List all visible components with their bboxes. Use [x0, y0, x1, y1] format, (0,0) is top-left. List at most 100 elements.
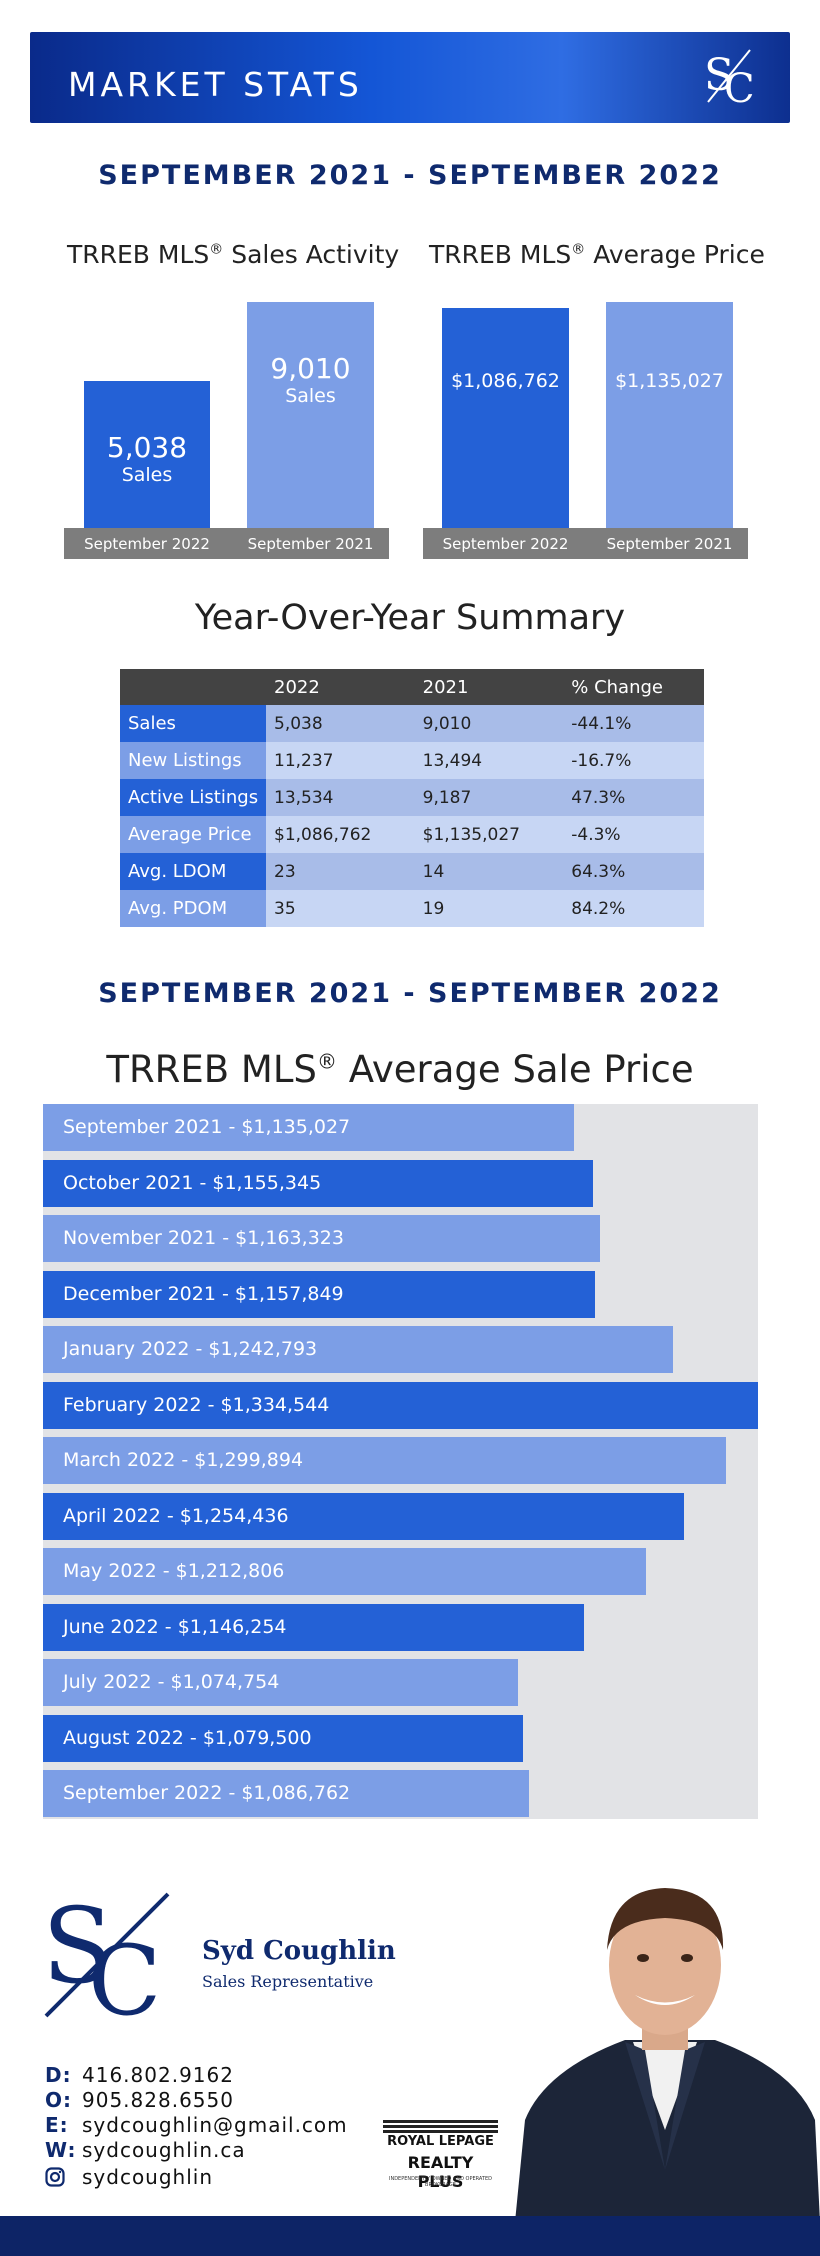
- yoy-header-row: 2022 2021 % Change: [120, 669, 704, 705]
- price-bar-2022: $1,086,762: [442, 308, 569, 528]
- cell-2021: $1,135,027: [414, 816, 564, 853]
- sc-logo-icon: S C: [704, 49, 755, 108]
- cell-2022: 35: [266, 890, 415, 927]
- cell-2022: 11,237: [266, 742, 415, 779]
- row-label: New Listings: [120, 742, 266, 779]
- contact-office-key: O:: [45, 2088, 72, 2112]
- price-axis-strip: September 2022 September 2021: [423, 528, 748, 559]
- row-label: Active Listings: [120, 779, 266, 816]
- yoy-header-change: % Change: [563, 669, 704, 705]
- brokerage-name-line1: ROYAL LEPAGE: [387, 2134, 494, 2149]
- price-bar-2022-value: $1,086,762: [451, 370, 560, 392]
- average-sale-price-title: TRREB MLS® Average Sale Price: [106, 1048, 694, 1091]
- brokerage-name-line2: REALTY PLUS: [407, 2153, 474, 2191]
- sales-bar-2021: 9,010 Sales: [247, 302, 374, 528]
- cell-change: 64.3%: [563, 853, 704, 890]
- contact-website-value[interactable]: sydcoughlin.ca: [82, 2138, 246, 2162]
- contact-email: E: sydcoughlin@gmail.com: [45, 2113, 348, 2137]
- cell-2021: 14: [414, 853, 564, 890]
- cell-change: -44.1%: [563, 705, 704, 742]
- table-row: Avg. PDOM 35 19 84.2%: [120, 890, 704, 927]
- brokerage-logo: ROYAL LEPAGE REALTY PLUS INDEPENDENTLY O…: [383, 2120, 498, 2192]
- chart-bar-3: December 2021 - $1,157,849: [43, 1270, 595, 1318]
- chart-bar-10: July 2022 - $1,074,754: [43, 1659, 518, 1706]
- row-label: Avg. LDOM: [120, 853, 266, 890]
- cell-2022: 5,038: [266, 705, 415, 742]
- instagram-icon[interactable]: [45, 2167, 65, 2187]
- chart-bar-7: April 2022 - $1,254,436: [43, 1492, 684, 1540]
- price-axis-label-2021: September 2021: [606, 535, 733, 553]
- agent-name: Syd Coughlin: [202, 1936, 396, 1966]
- chart-bar-6: March 2022 - $1,299,894: [43, 1437, 726, 1484]
- contact-office-value[interactable]: 905.828.6550: [82, 2088, 234, 2112]
- cell-2021: 9,187: [414, 779, 564, 816]
- svg-text:S: S: [42, 1890, 113, 2007]
- chart-bar-4: January 2022 - $1,242,793: [43, 1326, 673, 1373]
- contact-direct: D: 416.802.9162: [45, 2063, 234, 2087]
- table-row: Average Price $1,086,762 $1,135,027 -4.3…: [120, 816, 704, 853]
- chart-bar-2: November 2021 - $1,163,323: [43, 1215, 600, 1262]
- chart-bar-0: September 2021 - $1,135,027: [43, 1104, 574, 1151]
- yoy-title: Year-Over-Year Summary: [194, 598, 626, 638]
- chart-bar-9: June 2022 - $1,146,254: [43, 1603, 584, 1651]
- sales-bar-2021-unit: Sales: [285, 385, 336, 407]
- sales-bar-2022: 5,038 Sales: [84, 381, 210, 528]
- chart-bar-12: September 2022 - $1,086,762: [43, 1770, 529, 1817]
- table-row: New Listings 11,237 13,494 -16.7%: [120, 742, 704, 779]
- table-row: Active Listings 13,534 9,187 47.3%: [120, 779, 704, 816]
- sales-bar-2022-unit: Sales: [121, 464, 173, 486]
- cell-change: -4.3%: [563, 816, 704, 853]
- chart-bar-5: February 2022 - $1,334,544: [43, 1381, 758, 1429]
- svg-text:C: C: [724, 66, 755, 108]
- contact-website-key: W:: [45, 2138, 77, 2162]
- period-label-bottom: SEPTEMBER 2021 - SEPTEMBER 2022: [98, 978, 722, 1009]
- row-label: Average Price: [120, 816, 266, 853]
- sales-bar-2021-value: 9,010: [270, 352, 351, 385]
- sales-axis-label-2022: September 2022: [84, 535, 210, 553]
- price-bar-2021: $1,135,027: [606, 302, 733, 528]
- table-row: Avg. LDOM 23 14 64.3%: [120, 853, 704, 890]
- header-banner: MARKET STATS S C: [30, 32, 790, 123]
- contact-office: O: 905.828.6550: [45, 2088, 234, 2112]
- period-label-top: SEPTEMBER 2021 - SEPTEMBER 2022: [98, 160, 722, 191]
- sc-monogram-logo: S C: [42, 1890, 170, 2020]
- yoy-header-2022: 2022: [266, 669, 415, 705]
- agent-role: Sales Representative: [202, 1972, 374, 1991]
- cell-2021: 9,010: [414, 705, 564, 742]
- price-bar-2021-value: $1,135,027: [615, 370, 724, 392]
- cell-change: -16.7%: [563, 742, 704, 779]
- chart-bar-1: October 2021 - $1,155,345: [43, 1159, 593, 1207]
- contact-direct-key: D:: [45, 2063, 72, 2087]
- chart-bar-11: August 2022 - $1,079,500: [43, 1714, 523, 1762]
- cell-2022: 23: [266, 853, 415, 890]
- contact-instagram-value[interactable]: sydcoughlin: [82, 2165, 214, 2189]
- agent-portrait: [515, 1888, 820, 2222]
- cell-change: 84.2%: [563, 890, 704, 927]
- footer-bar: [0, 2216, 820, 2256]
- cell-2021: 13,494: [414, 742, 564, 779]
- cell-2022: 13,534: [266, 779, 415, 816]
- brokerage-tagline: INDEPENDENTLY OWNED AND OPERATED BROKERA…: [388, 2176, 492, 2188]
- average-price-title: TRREB MLS® Average Price: [429, 240, 765, 269]
- yoy-header-blank: [120, 669, 266, 705]
- row-label: Avg. PDOM: [120, 890, 266, 927]
- header-title: MARKET STATS: [68, 65, 363, 104]
- row-label: Sales: [120, 705, 266, 742]
- contact-email-key: E:: [45, 2113, 69, 2137]
- sales-bar-2022-value: 5,038: [106, 431, 188, 464]
- cell-2021: 19: [414, 890, 564, 927]
- contact-email-value[interactable]: sydcoughlin@gmail.com: [82, 2113, 348, 2137]
- sales-axis-label-2021: September 2021: [247, 535, 374, 553]
- yoy-header-2021: 2021: [414, 669, 564, 705]
- sales-activity-title: TRREB MLS® Sales Activity: [67, 240, 400, 269]
- contact-direct-value[interactable]: 416.802.9162: [82, 2063, 234, 2087]
- contact-website: W: sydcoughlin.ca: [45, 2138, 246, 2162]
- cell-2022: $1,086,762: [266, 816, 415, 853]
- yoy-table: 2022 2021 % Change Sales 5,038 9,010 -44…: [120, 669, 704, 927]
- svg-text:C: C: [88, 1925, 161, 2020]
- table-row: Sales 5,038 9,010 -44.1%: [120, 705, 704, 742]
- cell-change: 47.3%: [563, 779, 704, 816]
- chart-bar-8: May 2022 - $1,212,806: [43, 1548, 646, 1595]
- price-axis-label-2022: September 2022: [442, 535, 569, 553]
- contact-instagram: sydcoughlin: [45, 2165, 213, 2189]
